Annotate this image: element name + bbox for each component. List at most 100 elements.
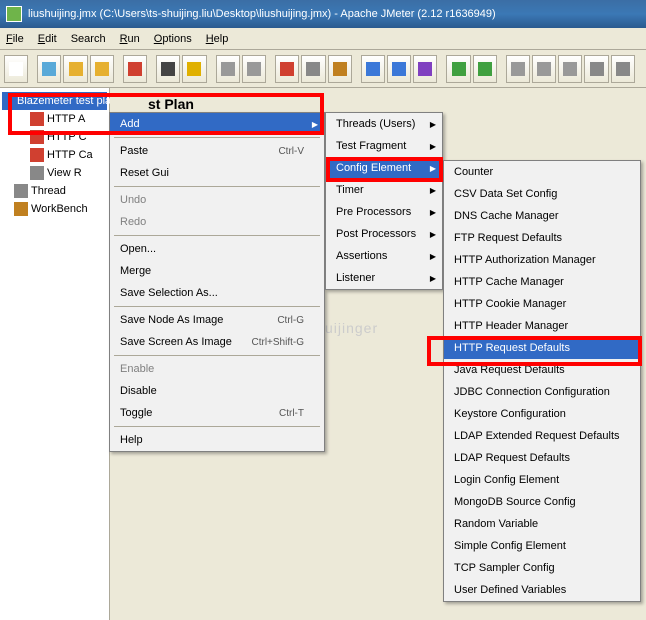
tree-item[interactable]: HTTP A [2,110,107,128]
panel-title: st Plan [148,96,638,112]
menu-item-label: Config Element [336,162,411,174]
menu-item[interactable]: LDAP Extended Request Defaults [444,425,640,447]
menu-file[interactable]: File [6,33,24,45]
toolbar-button[interactable] [584,55,608,83]
menu-item[interactable]: ToggleCtrl-T [110,402,324,424]
tree-item-label: HTTP Ca [47,149,93,161]
tree-item[interactable]: HTTP C [2,128,107,146]
menu-item[interactable]: Assertions▶ [326,245,442,267]
toolbar-button[interactable] [37,55,61,83]
menu-item[interactable]: Simple Config Element [444,535,640,557]
menu-item[interactable]: Post Processors▶ [326,223,442,245]
toolbar-button[interactable] [4,55,28,83]
menu-item: Enable [110,358,324,380]
menu-item-label: Toggle [120,407,152,419]
tree-item-label: HTTP A [47,113,85,125]
menu-item[interactable]: Save Node As ImageCtrl-G [110,309,324,331]
menu-item[interactable]: Save Selection As... [110,282,324,304]
tree-item-label: Blazemeter test plan [17,95,117,107]
tree-item[interactable]: ⊕ Thread [2,182,107,200]
view-icon [30,166,44,180]
toolbar-button[interactable] [446,55,470,83]
menu-item[interactable]: HTTP Authorization Manager [444,249,640,271]
menu-item-label: Enable [120,363,154,375]
chevron-right-icon: ▶ [430,274,436,283]
menu-item-label: HTTP Cache Manager [454,276,564,288]
menu-item[interactable]: DNS Cache Manager [444,205,640,227]
toolbar-button[interactable] [387,55,411,83]
menu-item[interactable]: Help [110,429,324,451]
menu-item[interactable]: Pre Processors▶ [326,201,442,223]
menu-item[interactable]: Reset Gui [110,162,324,184]
toolbar-button[interactable] [216,55,240,83]
menu-item-label: Login Config Element [454,474,559,486]
toolbar-button[interactable] [473,55,497,83]
toolbar-button[interactable] [90,55,114,83]
menu-item[interactable]: Add▶ [110,113,324,135]
menu-item[interactable]: HTTP Header Manager [444,315,640,337]
menu-separator [114,355,320,356]
toolbar-button[interactable] [611,55,635,83]
config-element-submenu: Counter CSV Data Set Config DNS Cache Mana… [443,160,641,602]
menu-item[interactable]: Save Screen As ImageCtrl+Shift-G [110,331,324,353]
menu-item-label: Open... [120,243,156,255]
menu-item[interactable]: MongoDB Source Config [444,491,640,513]
menu-item-label: LDAP Extended Request Defaults [454,430,620,442]
toolbar-button[interactable] [275,55,299,83]
menu-item-label: Test Fragment [336,140,406,152]
toolbar-button[interactable] [123,55,147,83]
menu-item[interactable]: Threads (Users)▶ [326,113,442,135]
menu-item-label: CSV Data Set Config [454,188,557,200]
tree-item[interactable]: WorkBench [2,200,107,218]
menu-item[interactable]: User Defined Variables [444,579,640,601]
menu-item[interactable]: Merge [110,260,324,282]
menu-item[interactable]: HTTP Cache Manager [444,271,640,293]
menu-item[interactable]: HTTP Request Defaults [444,337,640,359]
menu-edit[interactable]: Edit [38,33,57,45]
tree-item[interactable]: View R [2,164,107,182]
toolbar-icon [9,62,23,76]
menu-item[interactable]: LDAP Request Defaults [444,447,640,469]
menu-item[interactable]: Config Element▶ [326,157,442,179]
menu-item-label: Disable [120,385,157,397]
menu-item[interactable]: TCP Sampler Config [444,557,640,579]
menu-item[interactable]: Open... [110,238,324,260]
toolbar-button[interactable] [328,55,352,83]
menu-item[interactable]: Test Fragment▶ [326,135,442,157]
menu-help[interactable]: Help [206,33,229,45]
menu-item[interactable]: Keystore Configuration [444,403,640,425]
menu-item[interactable]: FTP Request Defaults [444,227,640,249]
toolbar-button[interactable] [532,55,556,83]
menu-item[interactable]: PasteCtrl-V [110,140,324,162]
menu-item[interactable]: Java Request Defaults [444,359,640,381]
menu-item[interactable]: HTTP Cookie Manager [444,293,640,315]
menu-item-label: Help [120,434,143,446]
toolbar-button[interactable] [242,55,266,83]
menu-shortcut: Ctrl-G [277,315,304,326]
menu-item[interactable]: JDBC Connection Configuration [444,381,640,403]
menu-item[interactable]: Listener▶ [326,267,442,289]
tree-item[interactable]: HTTP Ca [2,146,107,164]
menu-item[interactable]: Counter [444,161,640,183]
toolbar-button[interactable] [558,55,582,83]
toolbar-icon [392,62,406,76]
menu-separator [114,306,320,307]
menu-item[interactable]: Disable [110,380,324,402]
toolbar-button[interactable] [301,55,325,83]
menu-options[interactable]: Options [154,33,192,45]
toolbar-icon [616,62,630,76]
menu-item[interactable]: Random Variable [444,513,640,535]
menu-search[interactable]: Search [71,33,106,45]
toolbar-button[interactable] [361,55,385,83]
menu-run[interactable]: Run [120,33,140,45]
menu-item[interactable]: Login Config Element [444,469,640,491]
toolbar-icon [42,62,56,76]
menu-item[interactable]: Timer▶ [326,179,442,201]
toolbar-button[interactable] [156,55,180,83]
toolbar-button[interactable] [413,55,437,83]
menu-item[interactable]: CSV Data Set Config [444,183,640,205]
toolbar-button[interactable] [506,55,530,83]
toolbar-button[interactable] [182,55,206,83]
tree-item[interactable]: Blazemeter test plan [2,92,107,110]
toolbar-button[interactable] [63,55,87,83]
